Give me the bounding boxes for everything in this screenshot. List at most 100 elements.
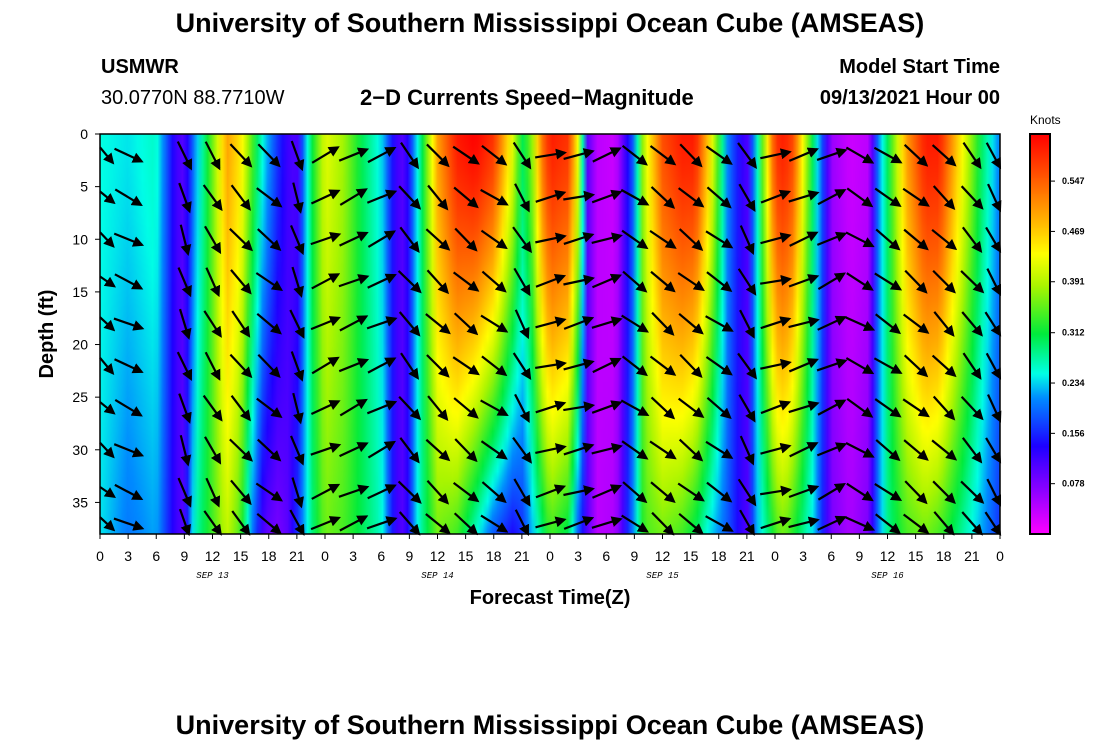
x-tick-label: 18 (936, 548, 952, 564)
current-arrow (984, 311, 1002, 337)
current-vector-arrows (99, 140, 1002, 537)
current-arrow (985, 226, 1002, 253)
current-arrow (931, 144, 957, 167)
current-arrow (650, 396, 676, 420)
current-arrow (739, 509, 755, 536)
current-arrow (398, 395, 422, 421)
current-arrow (204, 141, 221, 171)
current-arrow (290, 225, 305, 256)
current-arrow (290, 351, 305, 382)
current-arrow (113, 517, 145, 531)
current-arrow (563, 274, 595, 286)
current-arrow (788, 274, 820, 288)
current-arrow (202, 184, 223, 212)
x-tick-label: 12 (880, 548, 896, 564)
colorbar-unit: Knots (1030, 113, 1061, 127)
current-arrow (289, 309, 305, 339)
current-arrow (739, 309, 755, 339)
current-arrow (845, 516, 876, 532)
current-arrow (535, 148, 567, 160)
current-arrow (311, 273, 341, 290)
current-arrow (99, 486, 116, 499)
current-arrow (99, 516, 116, 532)
current-arrow (760, 485, 792, 497)
current-arrow (425, 438, 451, 462)
current-arrow (535, 274, 567, 288)
colorbar-tick-label: 0.391 (1062, 277, 1085, 287)
colorbar-tick-label: 0.547 (1062, 176, 1085, 186)
current-arrow (817, 399, 847, 416)
current-arrow (229, 438, 253, 462)
current-arrow (621, 514, 649, 533)
current-arrow (480, 440, 508, 460)
current-arrow (760, 274, 792, 286)
current-arrow (535, 232, 567, 244)
current-arrow (397, 480, 422, 504)
current-arrow (932, 269, 956, 294)
current-arrow (339, 515, 369, 532)
current-arrow (760, 516, 792, 530)
colorbar-tick-label: 0.469 (1062, 226, 1085, 236)
current-arrow (255, 272, 284, 291)
current-arrow (453, 186, 479, 209)
current-arrow (514, 183, 530, 213)
current-arrow (311, 356, 340, 375)
current-arrow (426, 269, 450, 295)
current-arrow (229, 143, 253, 168)
current-arrow (678, 512, 704, 535)
current-arrow (621, 355, 648, 377)
colorbar-tick-label: 0.312 (1062, 328, 1085, 338)
plot-title: 2−D Currents Speed−Magnitude (360, 85, 694, 110)
current-arrow (339, 442, 369, 458)
current-arrow (962, 352, 982, 380)
current-arrow (480, 188, 509, 206)
current-arrow (114, 273, 144, 290)
current-arrow (705, 315, 734, 332)
current-arrow (650, 186, 676, 209)
current-arrow (789, 231, 819, 247)
current-arrow (705, 356, 733, 376)
current-arrow (535, 190, 567, 203)
current-arrow (649, 229, 677, 249)
current-arrow (933, 511, 955, 536)
current-arrow (903, 144, 929, 167)
current-arrow (480, 514, 509, 533)
x-tick-label: 12 (655, 548, 671, 564)
current-arrow (874, 187, 902, 208)
x-date-label: SEP 15 (646, 571, 679, 581)
current-arrow (788, 316, 820, 329)
current-arrow (789, 442, 819, 458)
current-arrow (310, 516, 341, 531)
current-arrow (960, 185, 984, 210)
current-arrow (846, 187, 874, 208)
colorbar-tick-label: 0.156 (1062, 428, 1085, 438)
current-arrow (591, 316, 623, 329)
speed-heatmap (100, 134, 1000, 534)
current-arrow (902, 513, 930, 534)
current-arrow (113, 317, 145, 331)
current-arrow (99, 441, 115, 459)
current-arrow (452, 356, 480, 376)
current-arrow (452, 271, 480, 292)
current-arrow (706, 271, 733, 292)
x-tick-label: 9 (630, 548, 638, 564)
current-arrow (99, 231, 115, 248)
current-arrow (739, 225, 755, 255)
x-tick-label: 21 (514, 548, 530, 564)
current-arrow (592, 484, 623, 499)
current-arrow (620, 399, 650, 417)
current-arrow (400, 142, 419, 170)
current-arrow (817, 515, 847, 531)
current-arrow (737, 478, 757, 507)
current-arrow (289, 509, 305, 536)
y-axis-title: Depth (ft) (36, 290, 58, 379)
current-arrow (535, 516, 567, 529)
current-arrow (99, 316, 116, 332)
current-arrow (845, 357, 875, 375)
current-arrow (961, 226, 983, 253)
current-arrow (591, 516, 623, 529)
current-arrow (903, 439, 929, 461)
current-arrow (563, 401, 596, 413)
current-arrow (817, 272, 846, 291)
current-arrow (366, 189, 398, 204)
